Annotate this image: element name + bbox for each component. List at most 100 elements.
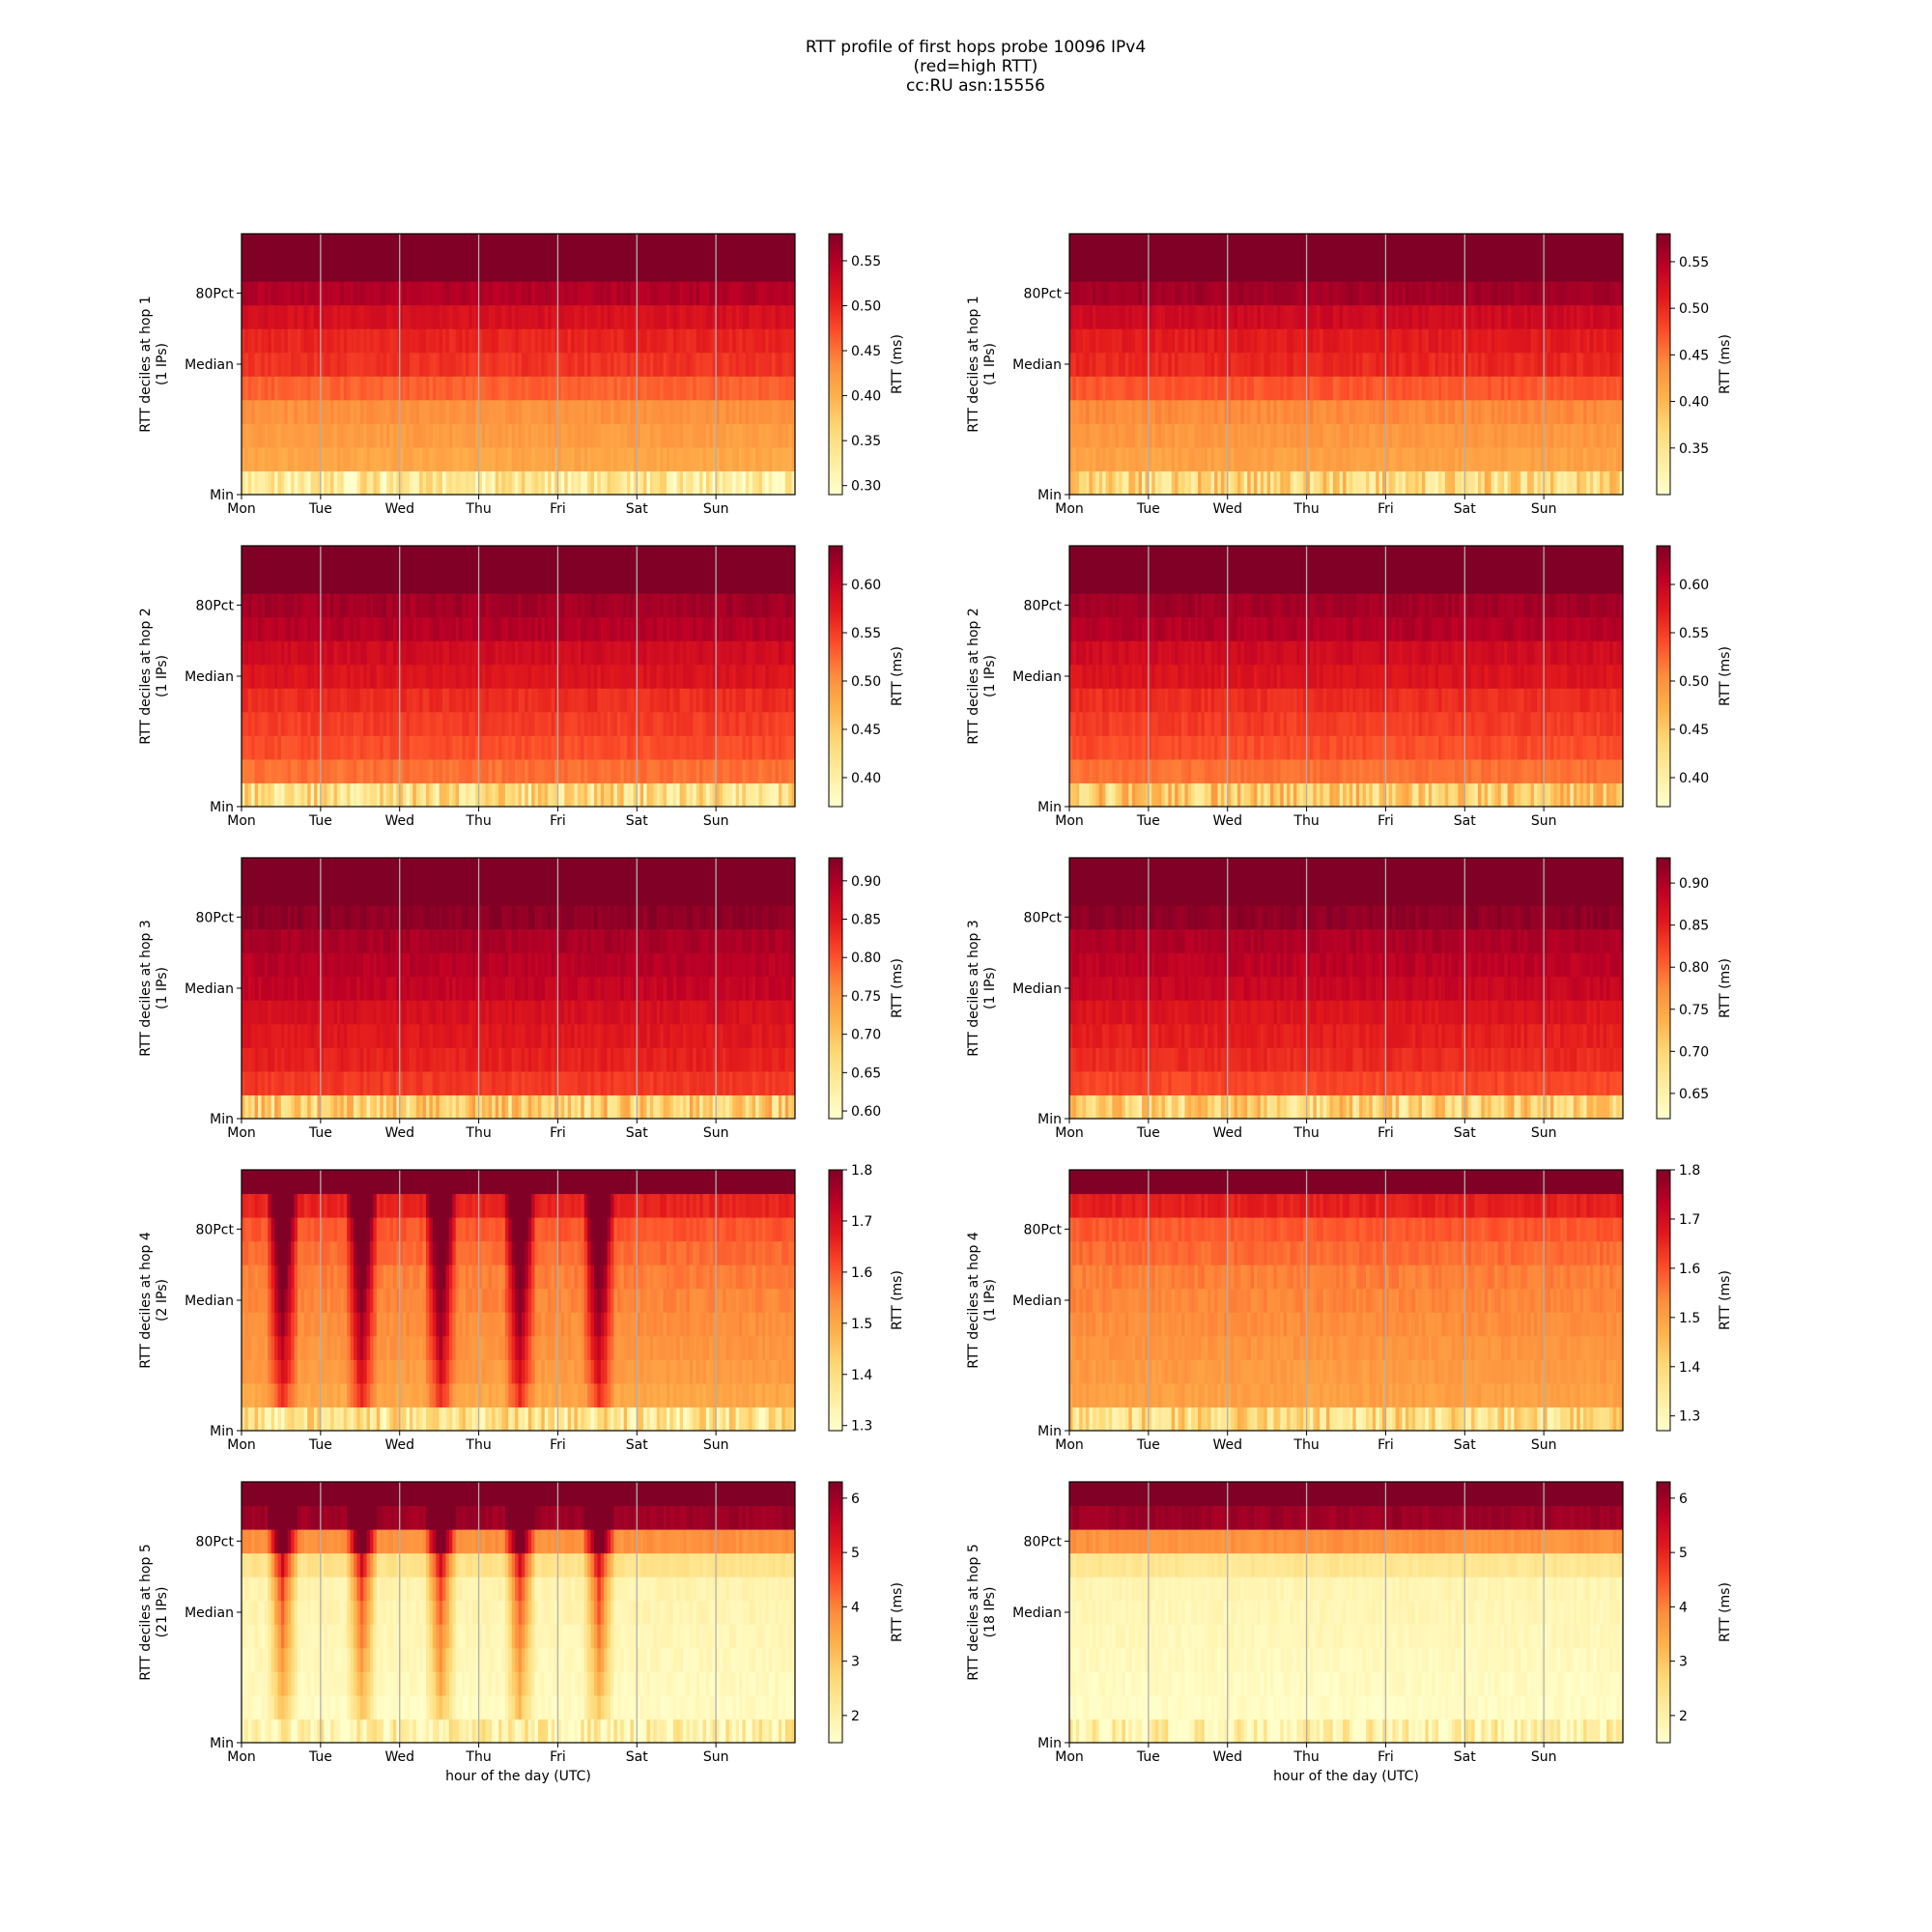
heatmap-cell: [1603, 257, 1607, 282]
heatmap-cell: [1135, 281, 1140, 306]
heatmap-cell: [498, 664, 502, 689]
heatmap-cell: [676, 446, 681, 471]
heatmap-cell: [1112, 304, 1117, 329]
heatmap-cell: [442, 328, 446, 354]
heatmap-cell: [1458, 446, 1463, 471]
heatmap-cell: [761, 234, 766, 259]
heatmap-cell: [1415, 281, 1420, 306]
heatmap-cell: [1201, 234, 1206, 259]
heatmap-cell: [432, 352, 437, 377]
heatmap-cell: [1187, 352, 1192, 377]
heatmap-cell: [639, 470, 644, 496]
heatmap-cell: [1425, 257, 1430, 282]
heatmap-cell: [488, 423, 493, 448]
heatmap-cell: [521, 257, 526, 282]
heatmap-cell: [1570, 234, 1575, 259]
heatmap-cell: [1108, 304, 1113, 329]
heatmap-cell: [544, 257, 549, 282]
heatmap-cell: [1270, 257, 1274, 282]
heatmap-cell: [244, 711, 249, 736]
heatmap-cell: [320, 688, 325, 713]
heatmap-cell: [495, 470, 499, 496]
heatmap-cell: [300, 640, 305, 666]
heatmap-cell: [752, 257, 756, 282]
heatmap-cell: [693, 399, 697, 424]
heatmap-cell: [274, 352, 279, 377]
heatmap-cell: [525, 423, 529, 448]
heatmap-cell: [571, 569, 575, 594]
heatmap-cell: [1349, 399, 1353, 424]
heatmap-cell: [242, 304, 245, 329]
heatmap-cell: [277, 640, 282, 666]
heatmap-cell: [1329, 423, 1334, 448]
heatmap-cell: [564, 376, 569, 401]
heatmap-cell: [1408, 470, 1413, 496]
heatmap-cell: [722, 304, 726, 329]
heatmap-cell: [1115, 352, 1120, 377]
heatmap-cell: [284, 735, 289, 760]
heatmap-cell: [1112, 446, 1117, 471]
heatmap-cell: [366, 616, 371, 641]
heatmap-cell: [469, 616, 473, 641]
heatmap-cell: [1560, 423, 1565, 448]
heatmap-cell: [1236, 352, 1241, 377]
heatmap-cell: [1533, 328, 1538, 354]
heatmap-cell: [336, 470, 341, 496]
heatmap-cell: [1455, 446, 1459, 471]
heatmap-cell: [587, 281, 592, 306]
heatmap-cell: [415, 234, 420, 259]
heatmap-cell: [778, 257, 782, 282]
heatmap-cell: [481, 352, 486, 377]
heatmap-cell: [300, 423, 305, 448]
heatmap-cell: [504, 281, 509, 306]
heatmap-cell: [244, 546, 249, 571]
heatmap-cell: [1266, 376, 1271, 401]
heatmap-cell: [1600, 234, 1605, 259]
heatmap-cell: [627, 328, 631, 354]
heatmap-cell: [459, 257, 464, 282]
heatmap-cell: [699, 257, 703, 282]
heatmap-cell: [627, 257, 631, 282]
heatmap-cell: [577, 758, 582, 783]
heatmap-cell: [597, 711, 602, 736]
heatmap-cell: [504, 711, 509, 736]
heatmap-cell: [518, 399, 523, 424]
heatmap-cell: [439, 352, 443, 377]
heatmap-cell: [1260, 328, 1264, 354]
heatmap-cell: [1161, 399, 1166, 424]
heatmap-cell: [439, 711, 443, 736]
heatmap-cell: [1376, 304, 1380, 329]
heatmap-cell: [557, 782, 562, 808]
heatmap-cell: [389, 257, 394, 282]
heatmap-cell: [432, 328, 437, 354]
heatmap-cell: [1593, 281, 1598, 306]
heatmap-cell: [350, 281, 355, 306]
heatmap-cell: [247, 735, 252, 760]
heatmap-cell: [353, 735, 357, 760]
heatmap-cell: [356, 711, 361, 736]
heatmap-cell: [1234, 352, 1238, 377]
heatmap-cell: [383, 470, 387, 496]
heatmap-cell: [1382, 257, 1386, 282]
heatmap-cell: [1092, 234, 1096, 259]
heatmap-cell: [1095, 470, 1100, 496]
heatmap-cell: [788, 328, 793, 354]
heatmap-cell: [525, 257, 529, 282]
heatmap-cell: [1477, 376, 1482, 401]
heatmap-cell: [1326, 281, 1330, 306]
heatmap-cell: [1276, 352, 1281, 377]
heatmap-cell: [350, 688, 355, 713]
heatmap-cell: [548, 423, 553, 448]
heatmap-cell: [1184, 281, 1189, 306]
heatmap-cell: [1119, 446, 1123, 471]
heatmap-cell: [462, 304, 467, 329]
heatmap-cell: [383, 304, 387, 329]
heatmap-cell: [515, 470, 519, 496]
heatmap-cell: [1467, 257, 1472, 282]
heatmap-cell: [1511, 399, 1515, 424]
heatmap-cell: [244, 569, 249, 594]
heatmap-cell: [633, 423, 638, 448]
heatmap-cell: [481, 664, 486, 689]
heatmap-cell: [663, 352, 668, 377]
heatmap-cell: [287, 711, 292, 736]
